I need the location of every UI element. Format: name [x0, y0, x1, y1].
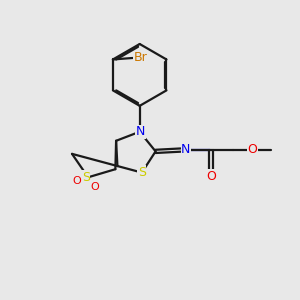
Text: N: N	[136, 125, 145, 138]
Text: O: O	[206, 170, 216, 183]
Text: S: S	[138, 166, 146, 179]
Text: O: O	[247, 143, 257, 156]
Text: O: O	[90, 182, 99, 192]
Text: N: N	[181, 143, 190, 156]
Text: Br: Br	[134, 52, 148, 64]
Text: S: S	[82, 171, 90, 184]
Text: O: O	[72, 176, 81, 186]
